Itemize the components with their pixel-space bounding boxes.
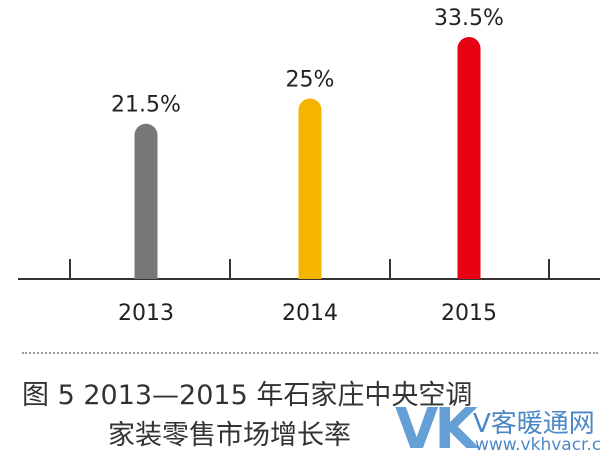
bar-2014 [298,98,322,279]
value-label-2014: 25% [286,67,335,92]
dotted-separator [22,352,598,354]
figure-caption-line-1: 图 5 2013—2015 年石家庄中央空调 [22,380,473,411]
x-tick-label-2015: 2015 [441,301,497,326]
watermark-url: www.vkhvacr.com [475,435,600,455]
watermark: VK V客暖通网 www.vkhvacr.com [395,397,600,467]
watermark-name: V客暖通网 [473,409,595,439]
x-tick-label-2014: 2014 [282,301,338,326]
watermark-logo: VK [395,397,478,462]
bar-2013 [134,123,158,280]
growth-rate-chart: 21.5% 2013 25% 2014 33.5% 2015 [18,6,600,326]
x-tick-label-2013: 2013 [118,301,174,326]
value-label-2013: 21.5% [111,93,181,118]
value-label-2015: 33.5% [434,6,504,31]
bar-2015 [457,37,481,279]
figure-caption-line-2: 家装零售市场增长率 [108,420,351,451]
